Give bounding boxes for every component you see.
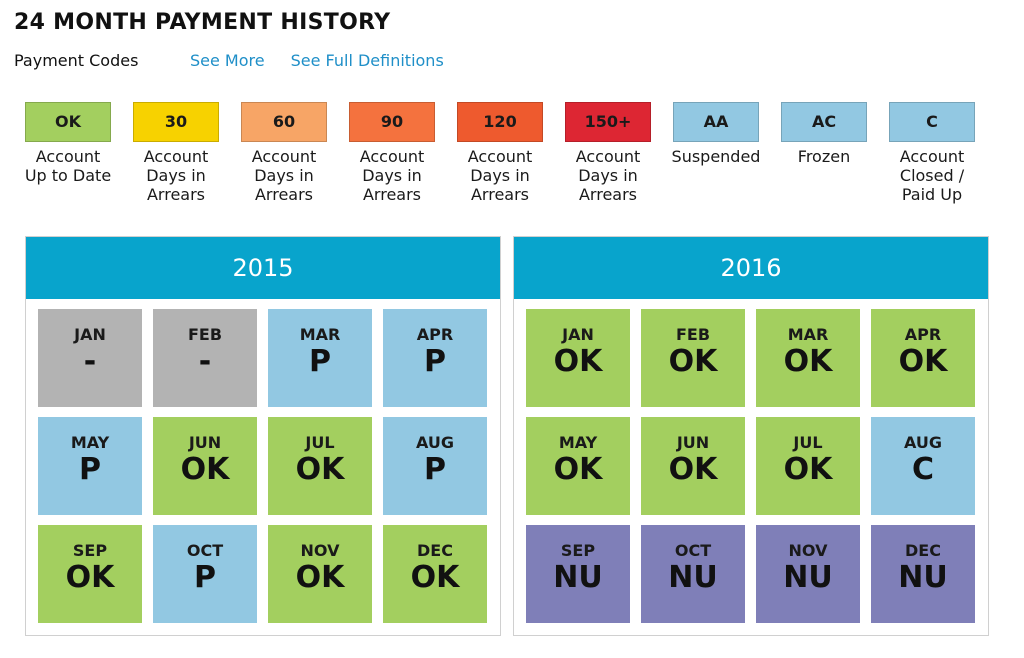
month-cell: OCT NU: [641, 525, 745, 623]
page-title: 24 MONTH PAYMENT HISTORY: [14, 10, 391, 35]
month-cell: SEP OK: [38, 525, 142, 623]
month-cell: JUN OK: [641, 417, 745, 515]
month-cell: MAY P: [38, 417, 142, 515]
month-cell: NOV OK: [268, 525, 372, 623]
month-cell: AUG C: [871, 417, 975, 515]
payment-code-legend: OK Account Up to Date 30 Account Days in…: [0, 102, 1024, 212]
legend-item-ok: OK Account Up to Date: [13, 102, 123, 185]
month-cell: FEB OK: [641, 309, 745, 407]
month-cell: FEB -: [153, 309, 257, 407]
month-cell: DEC NU: [871, 525, 975, 623]
month-cell: SEP NU: [526, 525, 630, 623]
month-cell: OCT P: [153, 525, 257, 623]
legend-swatch-150-plus: 150+: [565, 102, 651, 142]
payment-codes-label: Payment Codes: [14, 51, 139, 70]
month-cell: JUL OK: [756, 417, 860, 515]
legend-swatch-aa: AA: [673, 102, 759, 142]
legend-desc-120: Account Days in Arrears: [467, 147, 533, 204]
legend-desc-ac: Frozen: [797, 147, 851, 166]
legend-swatch-120: 120: [457, 102, 543, 142]
legend-desc-30: Account Days in Arrears: [143, 147, 209, 204]
month-cell: APR P: [383, 309, 487, 407]
legend-desc-60: Account Days in Arrears: [251, 147, 317, 204]
month-cell: MAR OK: [756, 309, 860, 407]
month-grid: JAN OK FEB OK MAR OK APR OK MAY OK JUN OK JUL O…: [514, 299, 988, 635]
legend-desc-ok: Account Up to Date: [24, 147, 112, 185]
year-header: 2015: [26, 237, 500, 299]
year-panel-2015: 2015 JAN - FEB - MAR P APR P MAY P JUN OK JUL O…: [25, 236, 501, 636]
month-cell: MAR P: [268, 309, 372, 407]
legend-item-60: 60 Account Days in Arrears: [229, 102, 339, 204]
month-cell: JAN OK: [526, 309, 630, 407]
legend-item-120: 120 Account Days in Arrears: [445, 102, 555, 204]
month-grid: JAN - FEB - MAR P APR P MAY P JUN OK JUL OK AUG…: [26, 299, 500, 635]
legend-swatch-90: 90: [349, 102, 435, 142]
see-more-link[interactable]: See More: [190, 51, 265, 70]
month-cell: NOV NU: [756, 525, 860, 623]
legend-item-c: C Account Closed / Paid Up: [877, 102, 987, 204]
year-header: 2016: [514, 237, 988, 299]
legend-desc-c: Account Closed / Paid Up: [899, 147, 965, 204]
legend-swatch-ac: AC: [781, 102, 867, 142]
legend-item-30: 30 Account Days in Arrears: [121, 102, 231, 204]
legend-item-150-plus: 150+ Account Days in Arrears: [553, 102, 663, 204]
legend-swatch-c: C: [889, 102, 975, 142]
month-cell: APR OK: [871, 309, 975, 407]
month-cell: MAY OK: [526, 417, 630, 515]
month-cell: JUN OK: [153, 417, 257, 515]
legend-item-ac: AC Frozen: [769, 102, 879, 166]
legend-swatch-30: 30: [133, 102, 219, 142]
legend-swatch-ok: OK: [25, 102, 111, 142]
month-cell: JAN -: [38, 309, 142, 407]
month-cell: AUG P: [383, 417, 487, 515]
legend-item-90: 90 Account Days in Arrears: [337, 102, 447, 204]
year-panel-2016: 2016 JAN OK FEB OK MAR OK APR OK MAY OK JUN OK…: [513, 236, 989, 636]
month-cell: JUL OK: [268, 417, 372, 515]
legend-desc-aa: Suspended: [671, 147, 761, 166]
see-full-definitions-link[interactable]: See Full Definitions: [290, 51, 444, 70]
legend-item-aa: AA Suspended: [661, 102, 771, 166]
payment-codes-row: Payment Codes See More See Full Definition…: [14, 51, 470, 70]
legend-desc-150-plus: Account Days in Arrears: [575, 147, 641, 204]
legend-swatch-60: 60: [241, 102, 327, 142]
month-cell: DEC OK: [383, 525, 487, 623]
legend-desc-90: Account Days in Arrears: [359, 147, 425, 204]
